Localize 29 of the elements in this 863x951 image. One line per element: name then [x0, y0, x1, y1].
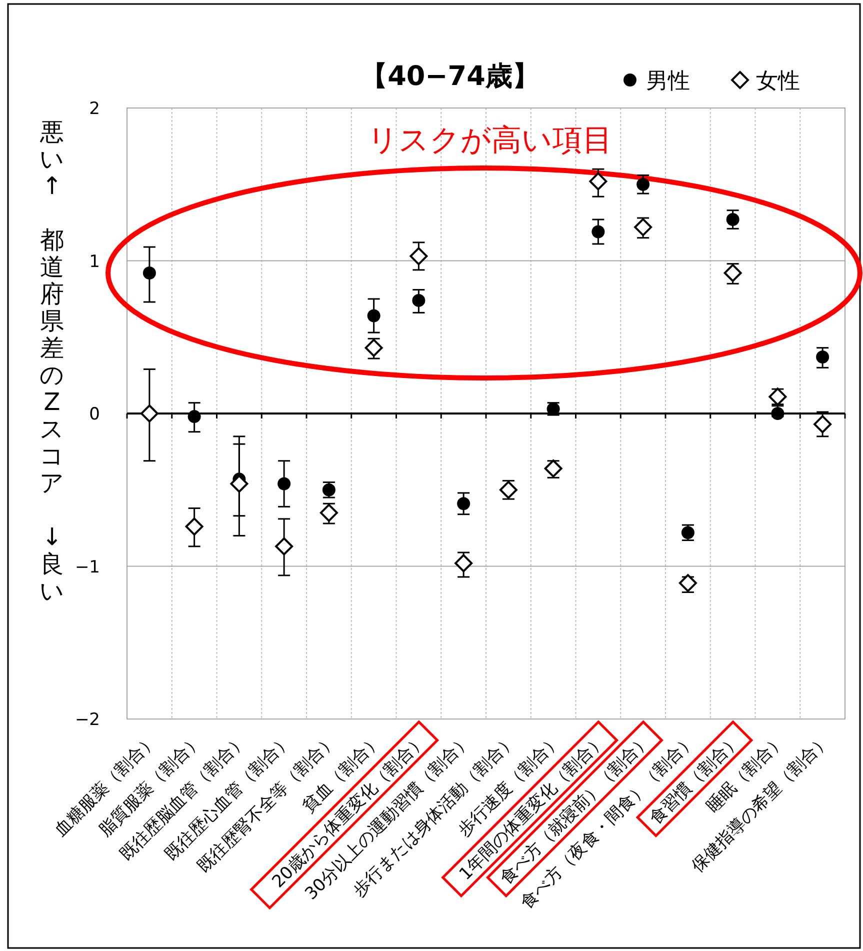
point [275, 537, 294, 556]
point [636, 178, 650, 191]
chart-title: 【40−74歳】 [360, 61, 540, 92]
legend-label: 女性 [756, 69, 800, 94]
point [457, 497, 470, 510]
point [726, 213, 740, 226]
legend-label: 男性 [646, 69, 690, 94]
point [816, 350, 830, 364]
y-tick-label: −2 [74, 710, 100, 730]
point [188, 410, 201, 424]
point [278, 477, 291, 490]
point [592, 225, 605, 238]
point [140, 404, 158, 422]
point [412, 294, 426, 307]
point [814, 415, 832, 434]
point [771, 407, 784, 420]
y-tick-label: 1 [89, 252, 100, 272]
point [367, 309, 380, 322]
y-tick-label: 2 [89, 99, 100, 119]
text: 悪い↑ 都道府県差のZスコア ↓良い [40, 118, 64, 605]
annotation: リスクが高い項目 [368, 123, 612, 158]
point [142, 266, 156, 280]
y-tick-label: −1 [74, 557, 100, 578]
point [454, 554, 473, 572]
y-tick-label: 0 [89, 404, 100, 424]
point [589, 172, 608, 190]
point [185, 518, 204, 536]
point [410, 247, 428, 266]
point [364, 338, 383, 357]
